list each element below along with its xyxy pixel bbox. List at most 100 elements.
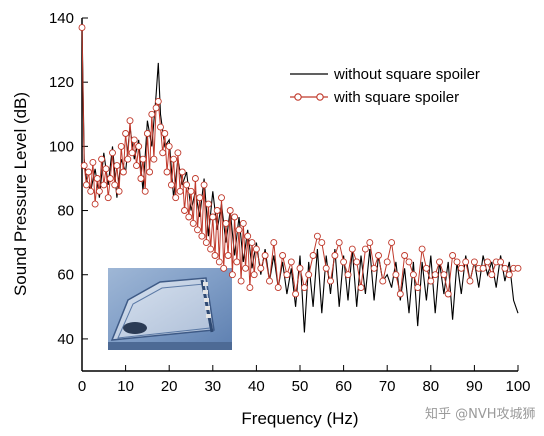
data-point-with-spoiler <box>185 213 193 221</box>
car-spoiler-inset-image <box>108 268 232 350</box>
y-tick-label: 120 <box>49 74 74 91</box>
legend-marker-with-spoiler <box>316 93 324 101</box>
data-point-with-spoiler <box>165 142 173 150</box>
data-point-with-spoiler <box>220 264 228 272</box>
chart-legend: without square spoiler with square spoil… <box>290 66 480 106</box>
x-axis-ticks: 0 10 20 30 40 50 60 70 80 90 100 <box>78 365 531 395</box>
data-point-with-spoiler <box>388 239 396 247</box>
data-point-with-spoiler <box>292 290 300 298</box>
data-point-with-spoiler <box>327 277 334 285</box>
data-point-with-spoiler <box>296 264 304 272</box>
data-point-with-spoiler <box>239 219 247 227</box>
data-point-with-spoiler <box>189 219 197 227</box>
data-point-with-spoiler <box>183 181 191 189</box>
data-point-with-spoiler <box>196 194 204 202</box>
data-point-with-spoiler <box>93 175 101 182</box>
data-point-with-spoiler <box>109 149 116 157</box>
data-point-with-spoiler <box>440 271 448 279</box>
data-point-with-spoiler <box>85 168 92 176</box>
data-point-with-spoiler <box>279 252 287 259</box>
data-point-with-spoiler <box>505 271 513 279</box>
data-point-with-spoiler <box>222 219 230 227</box>
x-axis-title: Frequency (Hz) <box>241 409 358 428</box>
data-point-with-spoiler <box>100 181 108 189</box>
data-point-with-spoiler <box>135 142 143 150</box>
x-tick-label: 40 <box>248 378 265 395</box>
data-point-with-spoiler <box>204 200 212 208</box>
data-point-with-spoiler <box>457 264 465 272</box>
data-point-with-spoiler <box>146 168 154 176</box>
data-point-with-spoiler <box>215 258 223 266</box>
data-point-with-spoiler <box>207 245 215 253</box>
data-point-with-spoiler <box>218 194 225 202</box>
data-point-with-spoiler <box>82 181 90 189</box>
data-point-with-spoiler <box>213 207 221 214</box>
data-point-with-spoiler <box>78 24 86 32</box>
x-tick-label: 30 <box>204 378 221 395</box>
data-point-with-spoiler <box>102 165 110 173</box>
data-point-with-spoiler <box>252 245 260 253</box>
data-point-with-spoiler <box>357 284 365 292</box>
data-point-with-spoiler <box>106 175 114 182</box>
data-point-with-spoiler <box>431 271 439 279</box>
data-point-with-spoiler <box>91 200 99 208</box>
data-point-with-spoiler <box>139 155 147 163</box>
data-point-with-spoiler <box>414 284 422 292</box>
y-tick-label: 80 <box>57 203 74 220</box>
data-point-with-spoiler <box>200 181 208 189</box>
data-point-with-spoiler <box>244 232 252 240</box>
data-point-with-spoiler <box>104 194 112 202</box>
data-point-with-spoiler <box>159 149 167 157</box>
data-point-with-spoiler <box>514 264 522 272</box>
data-point-with-spoiler <box>224 252 232 259</box>
data-point-with-spoiler <box>453 258 461 266</box>
data-point-with-spoiler <box>163 168 171 176</box>
data-point-with-spoiler <box>198 232 206 240</box>
data-point-with-spoiler <box>466 277 474 285</box>
data-point-with-spoiler <box>383 258 391 266</box>
data-point-with-spoiler <box>270 239 278 247</box>
data-point-with-spoiler <box>422 264 430 272</box>
data-point-with-spoiler <box>237 277 245 285</box>
x-tick-label: 70 <box>379 378 396 395</box>
data-point-with-spoiler <box>246 284 254 292</box>
data-point-with-spoiler <box>89 158 97 166</box>
data-point-with-spoiler <box>366 239 374 247</box>
data-point-with-spoiler <box>187 187 195 195</box>
y-axis-title: Sound Pressure Level (dB) <box>11 92 30 296</box>
data-point-with-spoiler <box>95 187 103 195</box>
data-point-with-spoiler <box>379 277 387 285</box>
data-point-with-spoiler <box>462 258 470 266</box>
series-line-without-spoiler <box>81 24 519 333</box>
data-point-with-spoiler <box>124 155 132 163</box>
data-point-with-spoiler <box>181 207 188 214</box>
data-point-with-spoiler <box>87 187 95 195</box>
data-point-with-spoiler <box>396 290 404 298</box>
data-point-with-spoiler <box>117 142 125 150</box>
data-point-with-spoiler <box>194 226 201 234</box>
data-point-with-spoiler <box>344 271 352 279</box>
x-tick-label: 20 <box>161 378 178 395</box>
data-point-with-spoiler <box>257 264 265 272</box>
data-point-with-spoiler <box>126 117 134 125</box>
data-point-with-spoiler <box>353 258 361 266</box>
data-point-with-spoiler <box>392 271 400 279</box>
data-point-with-spoiler <box>113 162 121 170</box>
data-point-with-spoiler <box>266 277 273 285</box>
data-point-with-spoiler <box>141 187 149 195</box>
x-tick-label: 10 <box>117 378 134 395</box>
data-point-with-spoiler <box>409 271 417 279</box>
data-point-with-spoiler <box>313 232 321 240</box>
data-point-with-spoiler <box>137 175 145 182</box>
data-point-with-spoiler <box>340 258 348 266</box>
data-point-with-spoiler <box>176 187 184 195</box>
data-point-with-spoiler <box>470 258 478 266</box>
data-point-with-spoiler <box>174 149 182 157</box>
x-tick-label: 0 <box>78 378 86 395</box>
data-point-with-spoiler <box>115 187 123 195</box>
y-tick-label: 100 <box>49 138 74 155</box>
data-point-with-spoiler <box>235 226 243 234</box>
x-tick-label: 100 <box>505 378 530 395</box>
data-point-with-spoiler <box>98 155 106 163</box>
data-point-with-spoiler <box>348 245 356 253</box>
